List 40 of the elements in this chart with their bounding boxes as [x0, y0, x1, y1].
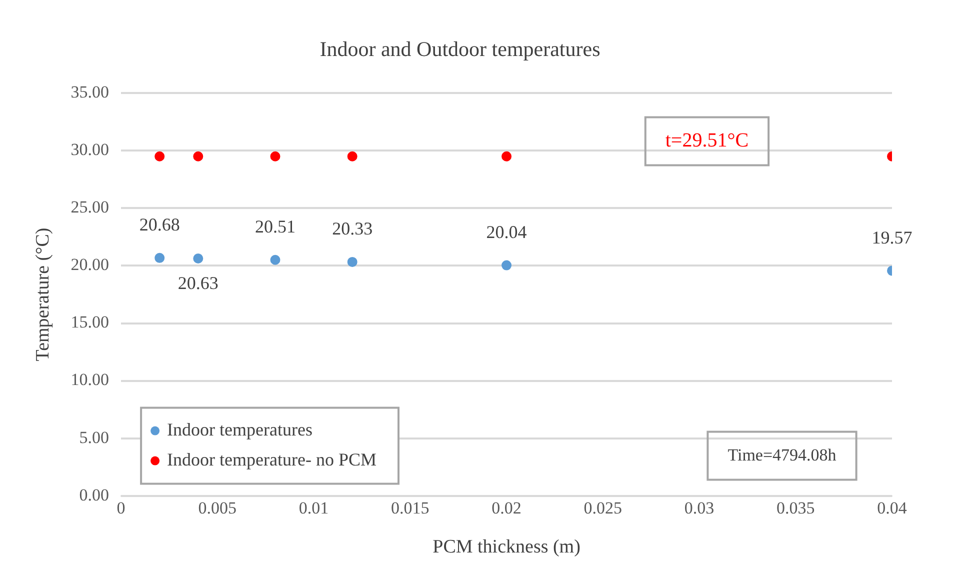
- data-label: 20.51: [254, 216, 296, 237]
- y-axis-title: Temperature (°C): [32, 228, 54, 362]
- legend-label: Indoor temperatures: [167, 420, 313, 440]
- x-tick-label: 0.005: [198, 498, 237, 518]
- annotation: Time=4794.08h: [728, 445, 837, 464]
- x-tick-label: 0.04: [877, 498, 908, 518]
- x-tick-label: 0.02: [492, 498, 522, 518]
- point: [270, 254, 280, 265]
- point: [502, 260, 512, 270]
- x-tick-label: 0: [116, 498, 126, 518]
- x-axis-title: PCM thickness (m): [432, 536, 580, 558]
- annotation: t=29.51°C: [665, 129, 749, 152]
- point: [502, 151, 512, 162]
- chart-title: Indoor and Outdoor temperatures: [320, 37, 600, 62]
- y-tick-label: 10.00: [70, 370, 110, 390]
- y-tick-label: 35.00: [70, 82, 110, 102]
- point: [193, 253, 204, 264]
- data-label: 19.57: [872, 227, 912, 248]
- data-label: 20.33: [332, 218, 373, 239]
- y-tick-label: 25.00: [70, 198, 110, 217]
- y-tick-label: 20.00: [70, 255, 110, 274]
- point: [270, 151, 280, 162]
- x-tick-label: 0.03: [684, 498, 714, 518]
- y-tick-label: 30.00: [70, 140, 110, 160]
- x-tick-label: 0.01: [298, 498, 329, 518]
- x-tick-label: 0.015: [391, 498, 430, 518]
- point: [154, 252, 165, 263]
- data-label: 20.68: [139, 214, 180, 235]
- point: [347, 151, 358, 162]
- legend-label: Indoor temperature- no PCM: [167, 450, 377, 470]
- y-tick-label: 0.00: [79, 485, 110, 504]
- x-tick-label: 0.035: [776, 498, 815, 518]
- y-tick-label: 15.00: [70, 312, 110, 332]
- point: [347, 256, 358, 267]
- x-tick-label: 0.025: [584, 498, 622, 518]
- point: [154, 151, 165, 162]
- point: [193, 151, 204, 162]
- y-tick-label: 5.00: [79, 428, 110, 447]
- data-label: 20.63: [178, 273, 218, 294]
- data-label: 20.04: [486, 222, 527, 242]
